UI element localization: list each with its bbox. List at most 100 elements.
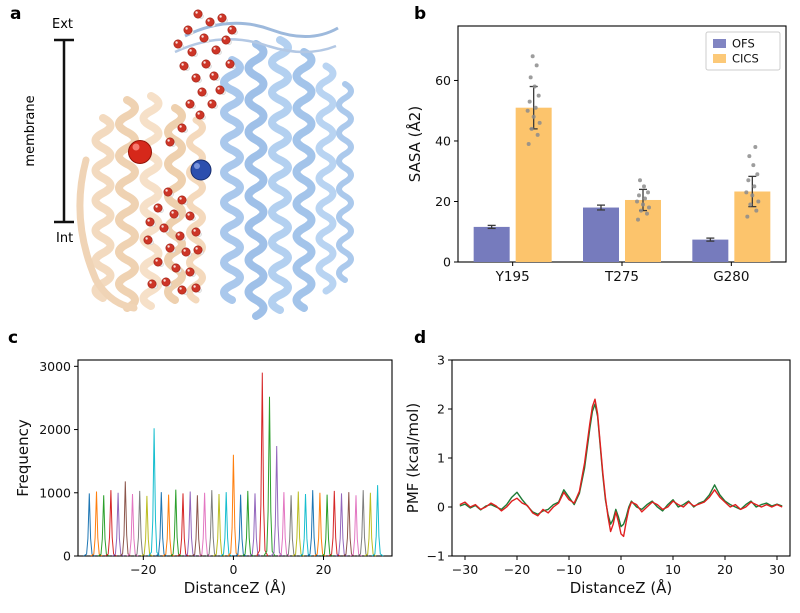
water-oxygen (143, 235, 153, 245)
water-oxygen (171, 263, 181, 273)
category-label: G280 (713, 269, 749, 285)
scatter-point (536, 93, 541, 98)
water-oxygen (183, 25, 193, 35)
frequency-peak (364, 492, 377, 557)
frequency-peak (285, 495, 297, 557)
scatter-point (533, 105, 538, 110)
frequency-peak (105, 490, 117, 557)
blue-ion-sphere (190, 159, 212, 181)
scatter-point (745, 214, 750, 219)
water-oxygen (165, 243, 175, 253)
water-oxygen (165, 137, 175, 147)
frequency-peak (314, 492, 326, 557)
bar-cics-Y195 (515, 107, 552, 262)
scatter-point (534, 63, 539, 68)
y-axis-label: SASA (Å2) (405, 106, 424, 182)
water-highlight (197, 112, 200, 115)
ribbon-helix (91, 114, 115, 302)
x-tick-label: −10 (556, 562, 582, 577)
water-oxygen (147, 279, 157, 289)
membrane-bracket (54, 38, 74, 224)
ribbon-helix (139, 92, 163, 310)
water-oxygen (177, 285, 187, 295)
frequency-peak (90, 491, 103, 557)
category-label: T275 (604, 269, 639, 285)
legend-swatch (713, 54, 726, 63)
frequency-peak (148, 428, 161, 557)
water-highlight (213, 47, 216, 50)
water-oxygen (145, 217, 155, 227)
frequency-peak (184, 491, 197, 557)
protein-structure-figure: Ext Int membrane (23, 9, 354, 320)
frequency-peak (335, 493, 348, 557)
scatter-point (531, 114, 536, 119)
legend-swatch (713, 39, 726, 48)
scatter-point (748, 202, 753, 207)
scatter-point (646, 190, 650, 195)
frequency-peak (169, 489, 182, 557)
frequency-peak (227, 454, 240, 557)
frequency-peak (119, 481, 132, 557)
ribbon-helix (268, 36, 292, 314)
frequency-peak (328, 490, 341, 557)
x-tick-label: −30 (452, 562, 478, 577)
frequency-peak (256, 372, 269, 557)
blue-ion-highlight (194, 163, 200, 169)
water-highlight (145, 237, 148, 240)
water-oxygen (197, 87, 207, 97)
water-highlight (195, 247, 198, 250)
y-tick-label: 0 (63, 549, 71, 564)
scatter-point (746, 178, 751, 183)
x-tick-label: 30 (769, 562, 785, 577)
x-tick-label: −20 (504, 562, 530, 577)
y-axis-label: PMF (kcal/mol) (404, 403, 422, 513)
water-highlight (179, 125, 182, 128)
ribbon-helix (315, 62, 337, 295)
scatter-point (537, 120, 542, 125)
frequency-peak (306, 490, 319, 557)
frequency-peak (205, 490, 218, 557)
scatter-point (535, 132, 540, 137)
scatter-point (755, 172, 760, 177)
scatter-point (744, 190, 749, 195)
scatter-point (527, 99, 532, 104)
water-highlight (217, 87, 220, 90)
bar-ofs-T275 (583, 207, 619, 262)
y-tick-label: 2 (437, 402, 445, 417)
water-highlight (147, 219, 150, 222)
frequency-peak (191, 495, 204, 557)
ribbon-helix (220, 56, 244, 304)
scatter-point (529, 126, 534, 131)
frequency-peak (277, 492, 290, 557)
frequency-peak (112, 492, 124, 557)
y-tick-label: 2000 (39, 422, 71, 437)
water-oxygen (191, 227, 201, 237)
water-highlight (179, 287, 182, 290)
water-highlight (211, 73, 214, 76)
scatter-point (645, 211, 649, 216)
y-tick-label: 40 (435, 133, 451, 148)
frequency-peak (342, 492, 355, 557)
water-highlight (187, 101, 190, 104)
loop-strand (174, 38, 337, 54)
water-oxygen (185, 267, 195, 277)
water-highlight (209, 101, 212, 104)
water-oxygen (169, 209, 179, 219)
water-oxygen (201, 59, 211, 69)
water-highlight (223, 37, 226, 40)
water-highlight (165, 189, 168, 192)
water-oxygen (159, 223, 169, 233)
legend-label: CICS (732, 52, 759, 66)
water-highlight (183, 249, 186, 252)
frequency-peak (249, 493, 261, 557)
y-tick-label: 0 (437, 500, 445, 515)
water-highlight (185, 27, 188, 30)
water-oxygen (195, 110, 205, 120)
protein-ribbon-art (76, 9, 354, 320)
scatter-point (635, 199, 639, 204)
frequency-peak (321, 494, 334, 557)
y-tick-label: 60 (435, 73, 451, 88)
red-ion-sphere (128, 140, 152, 164)
x-tick-label: 0 (229, 562, 237, 577)
